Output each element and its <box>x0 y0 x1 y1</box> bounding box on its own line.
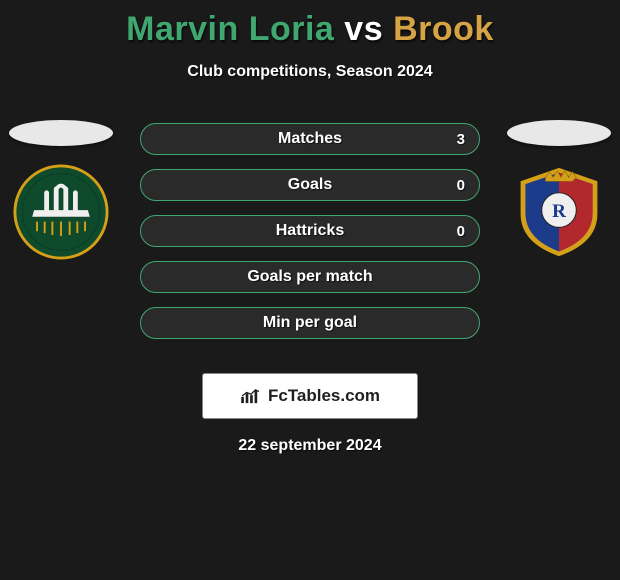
bar-chart-icon <box>240 388 262 404</box>
player1-side <box>6 120 116 260</box>
stat-label: Goals per match <box>247 268 372 286</box>
attribution-text: FcTables.com <box>268 386 380 406</box>
real-salt-lake-crest: R <box>511 164 607 260</box>
stat-label: Goals <box>288 176 332 194</box>
stat-label: Matches <box>278 130 342 148</box>
svg-text:R: R <box>552 201 567 222</box>
player2-side: R <box>504 120 614 260</box>
player1-avatar-placeholder <box>9 120 113 146</box>
date-text: 22 september 2024 <box>0 437 620 455</box>
stat-row: Goals per match <box>140 261 480 293</box>
stat-value-right: 3 <box>457 131 465 148</box>
player2-name: Brook <box>393 10 494 48</box>
portland-timbers-crest <box>13 164 109 260</box>
stat-label: Min per goal <box>263 314 357 332</box>
stat-row: Hattricks 0 <box>140 215 480 247</box>
page-title: Marvin Loria vs Brook <box>0 0 620 49</box>
player1-name: Marvin Loria <box>126 10 334 48</box>
player2-avatar-placeholder <box>507 120 611 146</box>
stat-row: Matches 3 <box>140 123 480 155</box>
stat-row: Goals 0 <box>140 169 480 201</box>
vs-text: vs <box>344 10 383 48</box>
stat-label: Hattricks <box>276 222 344 240</box>
stat-value-right: 0 <box>457 177 465 194</box>
subtitle: Club competitions, Season 2024 <box>0 63 620 81</box>
stat-value-right: 0 <box>457 223 465 240</box>
stat-row: Min per goal <box>140 307 480 339</box>
attribution-badge: FcTables.com <box>202 373 418 419</box>
